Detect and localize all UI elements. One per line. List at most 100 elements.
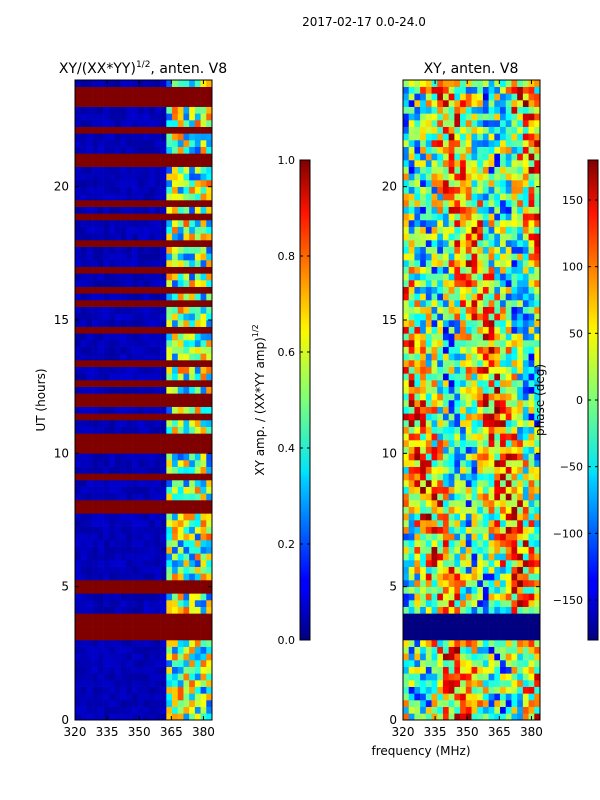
heatmap-cell — [522, 613, 529, 621]
heatmap-cell — [80, 380, 87, 387]
heatmap-cell — [511, 646, 518, 654]
heatmap-cell — [517, 366, 524, 374]
heatmap-cell — [86, 620, 93, 627]
heatmap-cell — [97, 166, 104, 174]
heatmap-cell — [132, 613, 139, 621]
heatmap-cell — [177, 366, 184, 374]
heatmap-cell — [431, 293, 438, 301]
heatmap-cell — [126, 713, 133, 721]
heatmap-cell — [425, 660, 432, 667]
heatmap-cell — [534, 500, 541, 507]
heatmap-cell — [206, 280, 213, 287]
heatmap-cell — [126, 306, 133, 314]
heatmap-cell — [109, 380, 116, 387]
heatmap-cell — [75, 486, 82, 494]
heatmap-cell — [114, 80, 121, 87]
heatmap-cell — [522, 573, 529, 581]
heatmap-cell — [448, 186, 455, 194]
heatmap-cell — [103, 226, 110, 234]
heatmap-cell — [488, 433, 495, 441]
heatmap-cell — [517, 526, 524, 534]
heatmap-cell — [80, 93, 87, 101]
heatmap-cell — [488, 666, 495, 674]
heatmap-cell — [194, 526, 201, 534]
heatmap-cell — [454, 366, 461, 374]
heatmap-cell — [177, 600, 184, 607]
heatmap-cell — [534, 553, 541, 561]
heatmap-cell — [143, 400, 150, 407]
heatmap-cell — [528, 86, 535, 94]
heatmap-cell — [172, 220, 179, 227]
heatmap-cell — [431, 393, 438, 401]
heatmap-cell — [92, 666, 99, 674]
heatmap-cell — [177, 253, 184, 261]
heatmap-cell — [425, 646, 432, 654]
heatmap-cell — [183, 320, 190, 327]
heatmap-cell — [154, 453, 161, 461]
heatmap-cell — [431, 640, 438, 647]
heatmap-cell — [408, 500, 415, 507]
heatmap-cell — [425, 433, 432, 441]
heatmap-cell — [132, 266, 139, 274]
heatmap-cell — [442, 220, 449, 227]
heatmap-cell — [206, 126, 213, 134]
heatmap-cell — [189, 320, 196, 327]
heatmap-cell — [420, 673, 427, 681]
heatmap-cell — [471, 686, 478, 694]
heatmap-cell — [408, 580, 415, 587]
heatmap-cell — [442, 113, 449, 121]
heatmap-cell — [494, 106, 501, 114]
heatmap-cell — [137, 266, 144, 274]
heatmap-cell — [522, 480, 529, 487]
heatmap-cell — [420, 160, 427, 167]
heatmap-cell — [420, 220, 427, 227]
heatmap-cell — [448, 606, 455, 614]
heatmap-cell — [431, 333, 438, 341]
heatmap-cell — [149, 546, 156, 554]
heatmap-cell — [420, 393, 427, 401]
heatmap-cell — [442, 466, 449, 474]
heatmap-cell — [482, 540, 489, 547]
heatmap-cell — [442, 673, 449, 681]
heatmap-cell — [517, 460, 524, 467]
heatmap-cell — [454, 346, 461, 354]
heatmap-cell — [80, 166, 87, 174]
heatmap-cell — [132, 546, 139, 554]
heatmap-cell — [183, 580, 190, 587]
heatmap-cell — [160, 680, 167, 687]
heatmap-cell — [494, 260, 501, 267]
heatmap-cell — [154, 706, 161, 714]
heatmap-cell — [431, 486, 438, 494]
heatmap-cell — [149, 580, 156, 587]
heatmap-cell — [80, 666, 87, 674]
heatmap-cell — [92, 413, 99, 421]
heatmap-cell — [126, 613, 133, 621]
heatmap-cell — [160, 160, 167, 167]
heatmap-cell — [460, 106, 467, 114]
heatmap-cell — [522, 220, 529, 227]
heatmap-cell — [522, 566, 529, 574]
heatmap-cell — [482, 240, 489, 247]
heatmap-cell — [425, 586, 432, 594]
heatmap-cell — [465, 540, 472, 547]
heatmap-cell — [454, 313, 461, 321]
heatmap-cell — [126, 480, 133, 487]
heatmap-cell — [86, 206, 93, 214]
heatmap-cell — [528, 360, 535, 367]
heatmap-cell — [522, 246, 529, 254]
heatmap-cell — [109, 446, 116, 454]
heatmap-cell — [206, 260, 213, 267]
heatmap-cell — [425, 546, 432, 554]
heatmap-cell — [403, 620, 410, 627]
heatmap-cell — [189, 506, 196, 514]
heatmap-cell — [500, 580, 507, 587]
heatmap-cell — [80, 446, 87, 454]
heatmap-cell — [522, 300, 529, 307]
heatmap-cell — [80, 460, 87, 467]
heatmap-cell — [92, 593, 99, 601]
heatmap-cell — [511, 113, 518, 121]
heatmap-cell — [114, 606, 121, 614]
heatmap-cell — [505, 660, 512, 667]
heatmap-cell — [448, 453, 455, 461]
